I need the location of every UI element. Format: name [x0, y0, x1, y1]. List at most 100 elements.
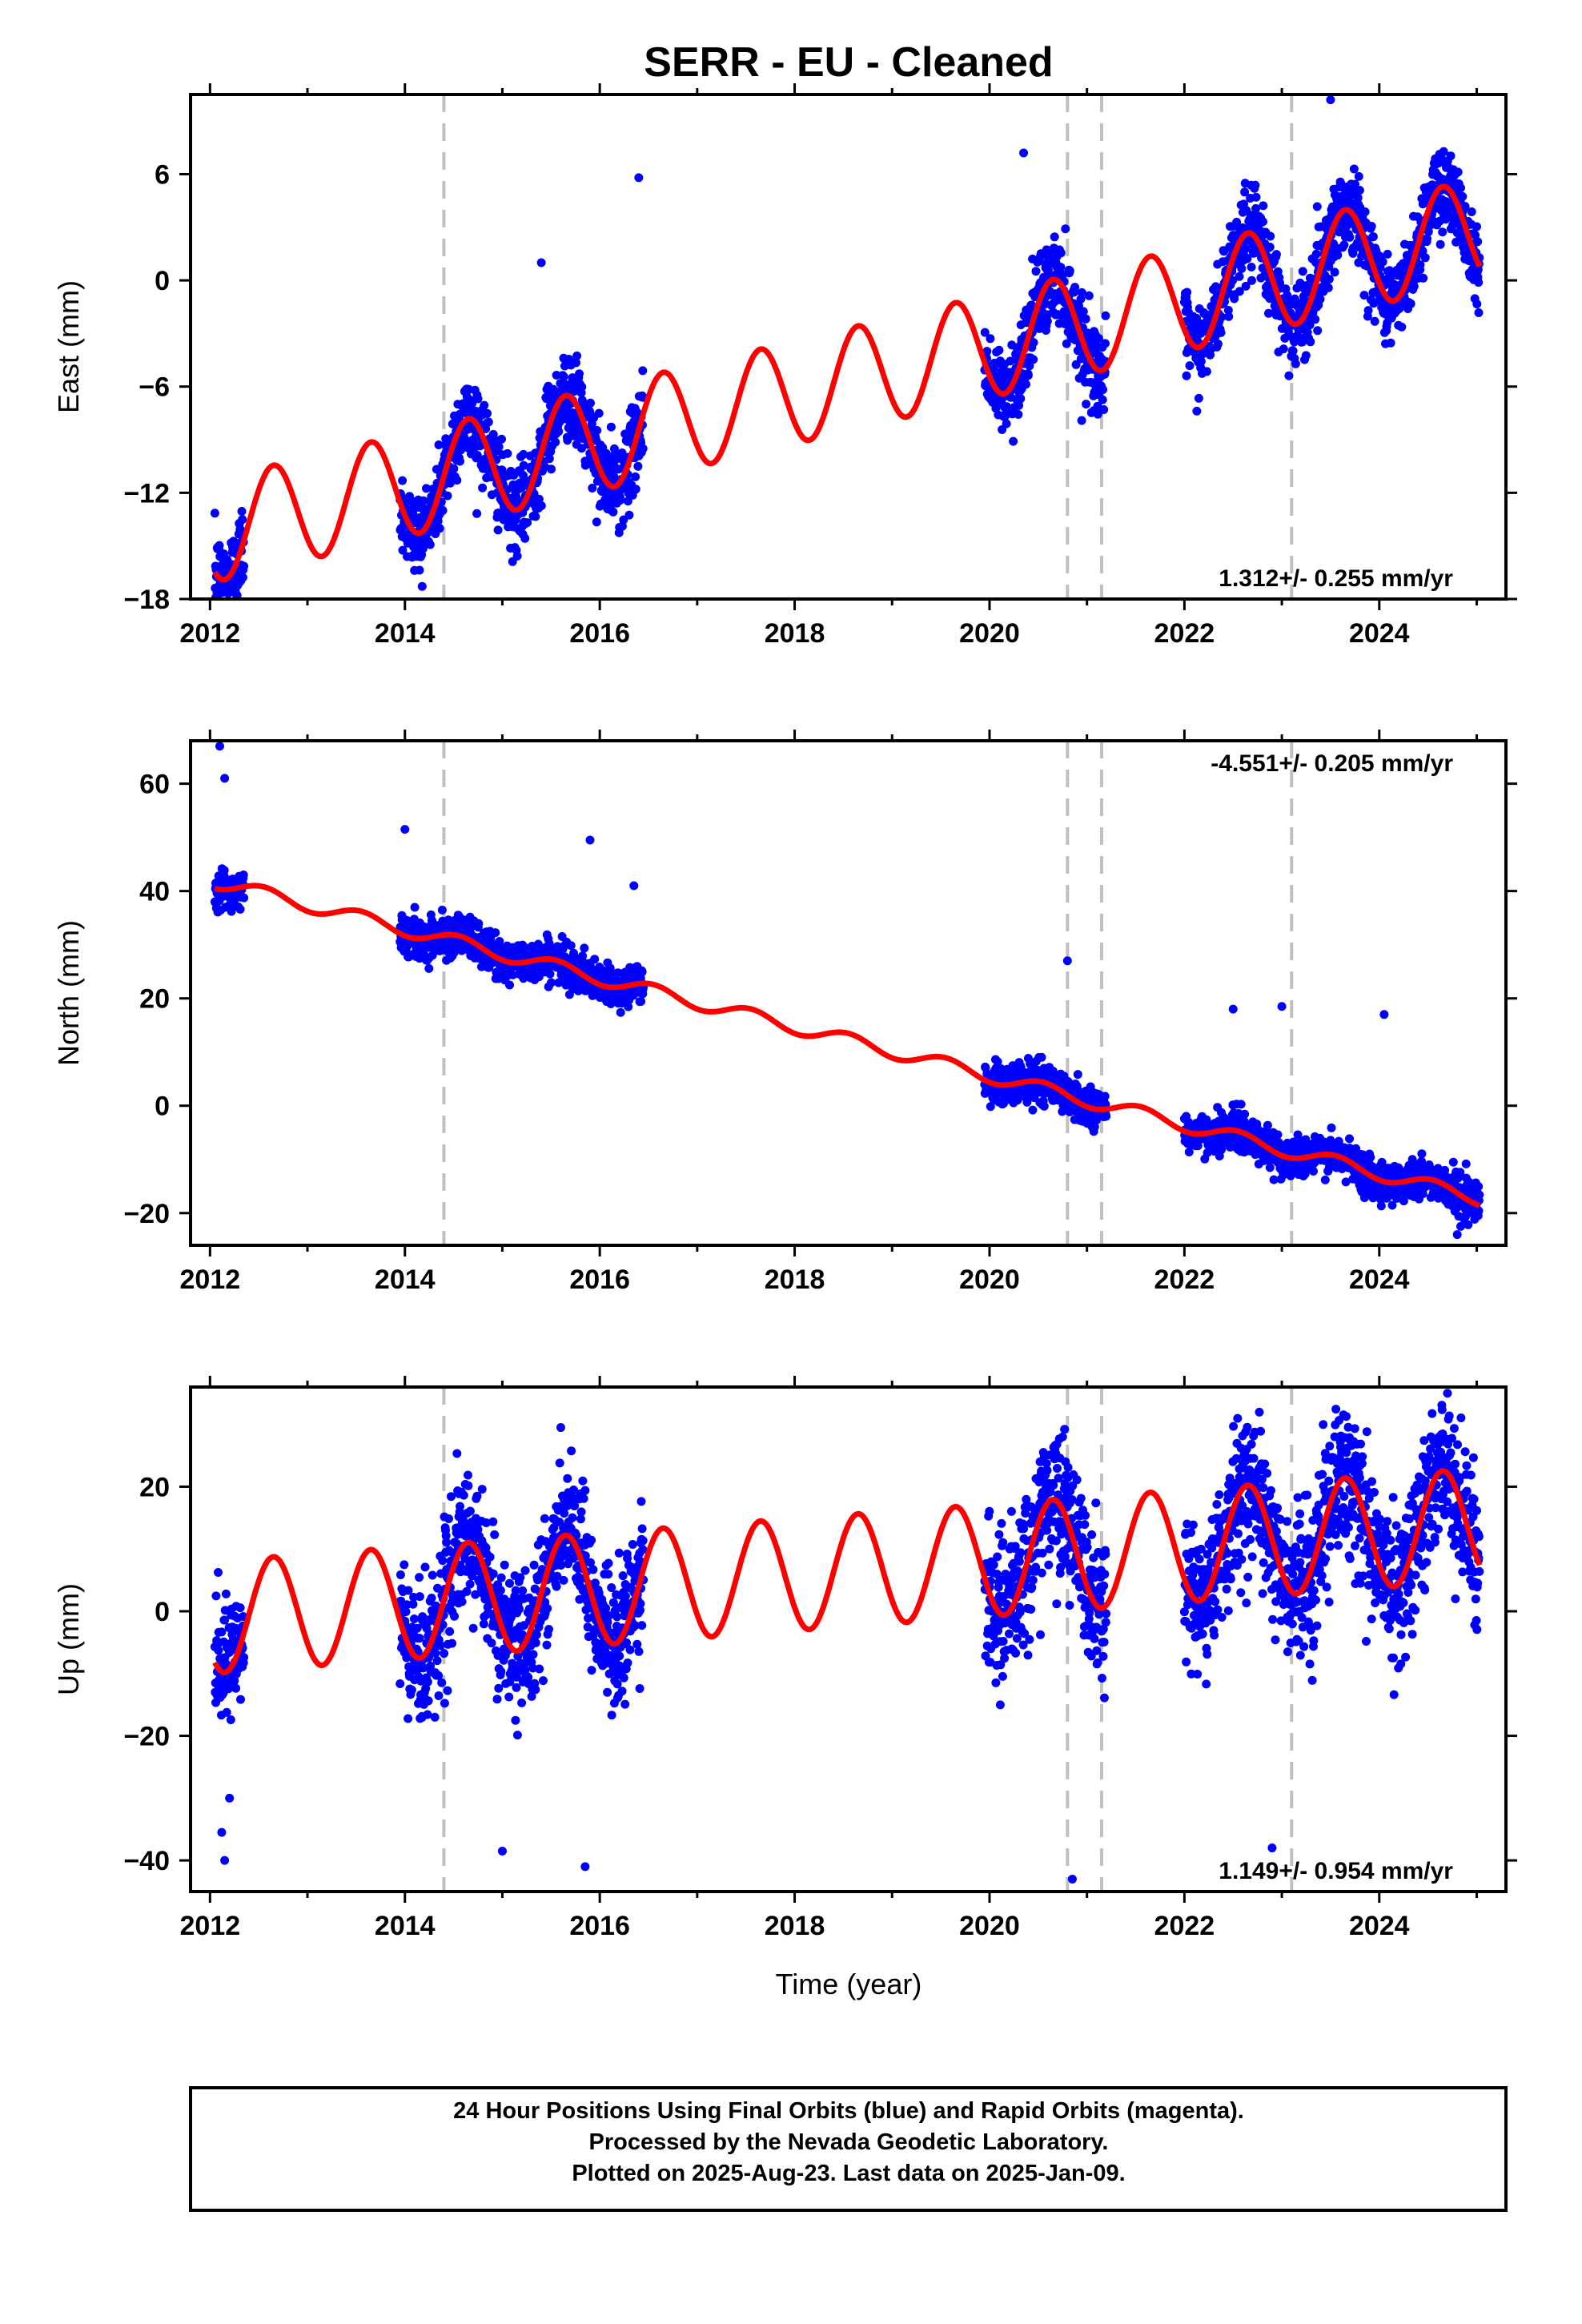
observation-point	[1345, 1134, 1354, 1144]
observation-point	[1453, 167, 1463, 177]
observation-point	[1081, 314, 1090, 324]
observation-point	[398, 476, 408, 485]
y-tick-label: 40	[139, 877, 170, 907]
observation-point	[236, 1695, 245, 1704]
observation-point	[1420, 253, 1430, 263]
observation-point	[1084, 291, 1094, 300]
observation-point	[1265, 1163, 1275, 1172]
observation-point	[480, 400, 489, 410]
observation-point	[1448, 1157, 1458, 1167]
observation-point	[552, 371, 561, 380]
observation-point	[1022, 380, 1030, 389]
observation-point	[536, 501, 546, 510]
observation-point	[1251, 192, 1261, 202]
outlier-point	[1228, 1004, 1238, 1014]
observation-point	[424, 963, 434, 973]
observation-point	[519, 460, 528, 470]
figure-title: SERR - EU - Cleaned	[644, 39, 1053, 86]
observation-point	[1291, 359, 1300, 368]
observation-point	[1217, 312, 1227, 322]
observation-point	[608, 507, 618, 517]
observation-point	[214, 1568, 223, 1577]
y-tick-label: −12	[123, 478, 170, 509]
observation-point	[520, 533, 530, 543]
observation-point	[1301, 351, 1311, 360]
x-tick-label: 2014	[375, 618, 436, 649]
y-tick-label: 20	[139, 984, 170, 1015]
outlier-point	[1379, 1010, 1389, 1019]
observation-point	[512, 551, 522, 561]
observation-point	[1368, 232, 1378, 242]
panels-group: 2012 2014 2016 2018 2020 2022 2024−18−12−606Ea…	[52, 83, 1517, 1941]
observation-point	[1264, 308, 1273, 318]
observation-point	[491, 928, 500, 938]
observation-point	[1029, 355, 1038, 364]
observation-point	[1098, 395, 1107, 404]
outlier-point	[1452, 1230, 1462, 1240]
observation-point	[1306, 337, 1315, 347]
observation-point	[1315, 295, 1325, 304]
observation-point	[575, 369, 584, 379]
observation-point	[418, 544, 428, 553]
observation-point	[594, 408, 604, 418]
observation-point	[1354, 171, 1363, 181]
observation-point	[1006, 356, 1015, 366]
observation-point	[1058, 270, 1067, 279]
observation-point	[1192, 406, 1202, 416]
observation-point	[1027, 300, 1036, 310]
observation-point	[1196, 356, 1206, 366]
observation-point	[1025, 361, 1034, 371]
observation-point	[1456, 183, 1465, 193]
observation-point	[1185, 361, 1195, 371]
observation-point	[540, 461, 549, 471]
observation-point	[631, 485, 640, 494]
observation-point	[483, 408, 492, 418]
x-tick-label: 2016	[569, 1265, 630, 1295]
observation-point	[407, 1685, 416, 1695]
observation-point	[633, 461, 643, 471]
observation-point	[1182, 287, 1192, 297]
observation-point	[1399, 1196, 1408, 1206]
observation-point	[210, 509, 219, 518]
outlier-point	[1019, 148, 1029, 158]
observation-point	[1327, 1123, 1336, 1132]
observation-point	[1266, 231, 1275, 241]
observation-point	[1240, 1109, 1250, 1119]
observation-point	[419, 496, 428, 505]
model-curve	[214, 883, 1481, 1208]
observation-point	[1333, 251, 1343, 260]
observation-point	[1438, 227, 1447, 237]
observation-point	[1458, 191, 1468, 201]
observation-point	[497, 434, 506, 444]
outlier-point	[215, 742, 225, 751]
observation-point	[1359, 291, 1369, 300]
x-tick-label: 2018	[765, 1265, 825, 1295]
observation-point	[1474, 1182, 1484, 1192]
observation-point	[1386, 338, 1395, 348]
observation-point	[1029, 338, 1038, 348]
observation-point	[1474, 308, 1484, 317]
observation-point	[1473, 237, 1483, 247]
observation-point	[400, 1560, 409, 1570]
observation-point	[577, 382, 587, 392]
observation-point	[1016, 394, 1026, 404]
observation-point	[1247, 275, 1256, 285]
observation-point	[1467, 207, 1476, 216]
observation-point	[578, 951, 588, 961]
observation-point	[1241, 244, 1251, 254]
observation-point	[484, 417, 493, 427]
observation-point	[572, 351, 582, 360]
observation-point	[494, 442, 504, 452]
observation-point	[396, 1679, 405, 1688]
observation-point	[566, 941, 576, 951]
observation-point	[1009, 436, 1018, 446]
y-tick-label: 0	[155, 1092, 170, 1122]
observation-point	[1439, 147, 1448, 156]
x-tick-label: 2020	[959, 1265, 1020, 1295]
observation-point	[417, 581, 427, 591]
observation-point	[1078, 307, 1088, 316]
rate-label: -4.551+/- 0.205 mm/yr	[1211, 750, 1453, 777]
observation-point	[415, 1634, 424, 1643]
observation-point	[1182, 371, 1191, 380]
observation-point	[572, 358, 580, 368]
